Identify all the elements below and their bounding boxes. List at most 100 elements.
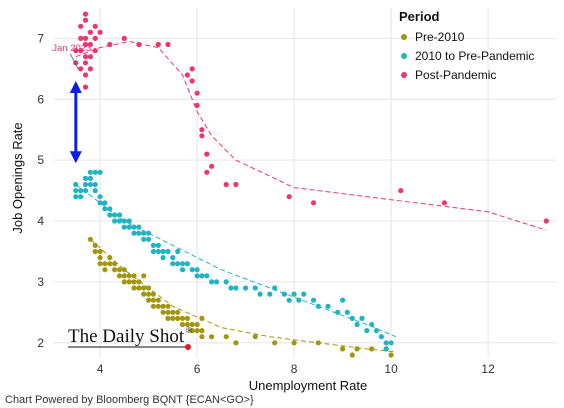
data-point	[131, 285, 137, 291]
arrow-head-bottom	[69, 151, 82, 164]
data-point	[102, 200, 108, 206]
data-point	[150, 291, 156, 297]
data-point	[340, 297, 346, 303]
data-point	[184, 315, 190, 321]
data-point	[441, 200, 447, 206]
data-point	[146, 230, 152, 236]
data-point	[131, 273, 137, 279]
data-point	[82, 17, 89, 23]
data-point	[199, 127, 205, 133]
data-point	[281, 291, 287, 297]
y-tick-label: 4	[37, 214, 44, 228]
annotation-label: Jan 2023	[52, 43, 91, 54]
data-point	[146, 285, 152, 291]
data-point	[359, 315, 365, 321]
data-point	[369, 321, 375, 328]
data-point	[194, 321, 200, 328]
data-point	[82, 60, 89, 66]
data-point	[141, 236, 147, 242]
data-point	[398, 188, 404, 194]
data-point	[97, 29, 103, 35]
data-point	[116, 267, 123, 273]
data-point	[82, 72, 89, 78]
data-point	[335, 309, 341, 315]
data-point	[257, 291, 263, 297]
data-point	[252, 285, 258, 291]
legend-label: Post-Pandemic	[415, 68, 496, 82]
data-point	[97, 194, 103, 200]
data-point	[170, 255, 176, 261]
data-point	[155, 242, 161, 248]
data-point	[78, 66, 84, 72]
data-point	[136, 285, 142, 291]
data-point	[233, 285, 239, 291]
data-point	[170, 309, 176, 315]
data-point	[87, 181, 93, 188]
data-point	[160, 303, 166, 309]
data-point	[194, 267, 200, 273]
data-point	[107, 206, 113, 212]
data-point	[184, 321, 190, 328]
data-point	[175, 261, 181, 267]
x-axis-title: Unemployment Rate	[249, 378, 368, 393]
data-point	[175, 248, 181, 255]
data-point	[286, 194, 292, 200]
data-point	[213, 279, 220, 285]
data-point	[199, 328, 205, 334]
data-point	[204, 169, 210, 175]
double-arrow	[69, 81, 82, 164]
data-point	[136, 41, 142, 48]
data-point	[383, 340, 389, 346]
data-point	[170, 261, 176, 267]
data-point	[315, 303, 321, 309]
data-point	[82, 11, 89, 17]
data-point	[223, 181, 229, 188]
data-point	[301, 291, 307, 297]
data-point	[160, 309, 166, 315]
data-point	[233, 340, 239, 346]
data-point	[82, 41, 89, 48]
brand-dot	[185, 344, 191, 350]
data-point	[175, 315, 181, 321]
data-point	[97, 261, 103, 267]
data-point	[97, 200, 103, 206]
data-point	[354, 346, 360, 352]
data-point	[73, 181, 79, 188]
data-point	[209, 279, 215, 285]
x-tick-label: 10	[384, 362, 398, 376]
data-point	[291, 340, 297, 346]
data-point	[107, 261, 113, 267]
legend-swatch	[401, 72, 407, 78]
data-point	[252, 334, 258, 340]
data-point	[369, 346, 375, 352]
data-point	[184, 261, 190, 267]
x-tick-label: 12	[481, 362, 495, 376]
data-point	[82, 54, 89, 60]
data-point	[73, 48, 79, 54]
x-tick-label: 4	[97, 362, 104, 376]
arrow-head-top	[69, 81, 82, 94]
data-point	[160, 248, 166, 255]
data-point	[141, 273, 147, 279]
y-tick-label: 2	[37, 336, 44, 350]
legend-swatch	[401, 34, 407, 40]
data-point	[102, 261, 108, 267]
data-point	[102, 206, 108, 212]
data-point	[209, 334, 215, 340]
data-point	[388, 352, 394, 358]
data-point	[189, 328, 195, 334]
x-tick-label: 6	[194, 362, 201, 376]
data-point	[340, 346, 346, 352]
data-point	[189, 66, 195, 72]
data-point	[233, 181, 239, 188]
data-point	[155, 297, 161, 303]
data-point	[160, 255, 166, 261]
data-point	[87, 66, 93, 72]
data-point	[209, 163, 215, 169]
data-point	[373, 328, 380, 334]
data-point	[87, 236, 93, 242]
data-point	[136, 230, 142, 236]
data-point	[194, 273, 200, 279]
data-point	[102, 267, 108, 273]
